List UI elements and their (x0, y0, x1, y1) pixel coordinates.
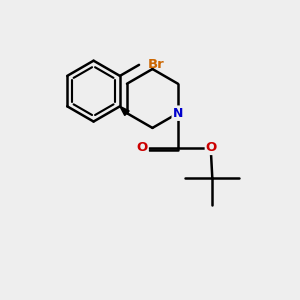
Text: N: N (173, 107, 183, 120)
Text: O: O (136, 141, 148, 154)
Polygon shape (120, 106, 129, 116)
Text: Br: Br (148, 58, 165, 71)
Text: O: O (206, 141, 217, 154)
